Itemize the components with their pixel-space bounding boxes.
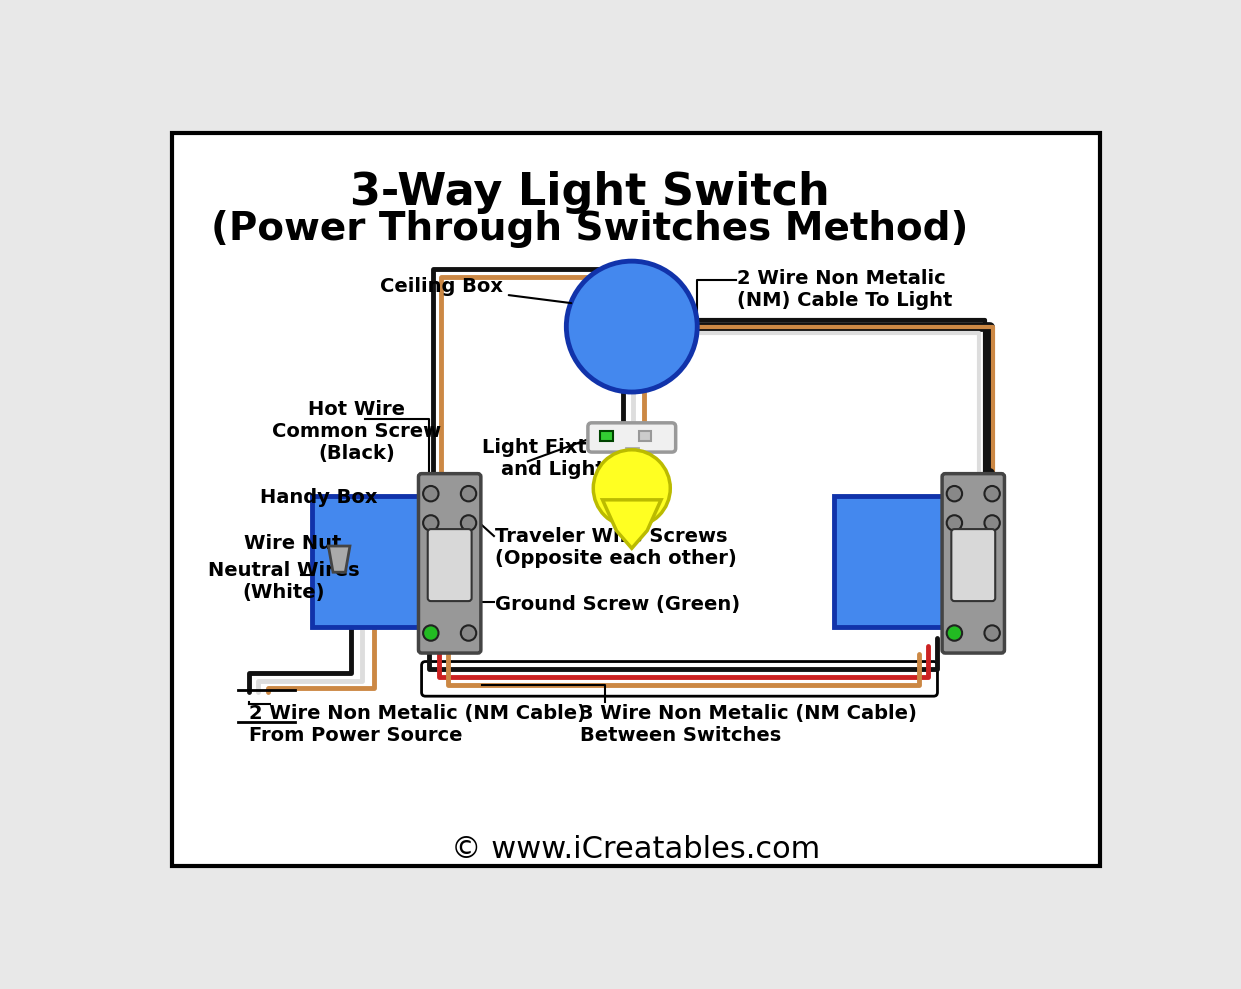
FancyBboxPatch shape	[172, 133, 1100, 866]
Text: Wire Nut: Wire Nut	[244, 534, 341, 554]
Text: Ceiling Box: Ceiling Box	[380, 277, 571, 303]
Circle shape	[984, 486, 1000, 501]
Circle shape	[566, 261, 697, 392]
Circle shape	[984, 515, 1000, 531]
FancyBboxPatch shape	[418, 474, 480, 653]
Circle shape	[423, 625, 438, 641]
Text: (Power Through Switches Method): (Power Through Switches Method)	[211, 210, 968, 247]
Text: 3 Wire Non Metalic (NM Cable)
Between Switches: 3 Wire Non Metalic (NM Cable) Between Sw…	[581, 704, 917, 745]
FancyBboxPatch shape	[942, 474, 1004, 653]
Circle shape	[947, 515, 962, 531]
Text: Neutral Wires
(White): Neutral Wires (White)	[208, 562, 360, 602]
Circle shape	[460, 486, 477, 501]
Text: Handy Box: Handy Box	[259, 489, 377, 507]
Circle shape	[423, 515, 438, 531]
Polygon shape	[329, 546, 350, 573]
FancyBboxPatch shape	[601, 430, 613, 441]
Text: © www.iCreatables.com: © www.iCreatables.com	[450, 835, 820, 863]
Text: Traveler Wire Screws
(Opposite each other): Traveler Wire Screws (Opposite each othe…	[495, 527, 737, 568]
FancyBboxPatch shape	[952, 529, 995, 601]
FancyBboxPatch shape	[428, 529, 472, 601]
Text: 2 Wire Non Metalic (NM Cable)
From Power Source: 2 Wire Non Metalic (NM Cable) From Power…	[249, 704, 586, 745]
Circle shape	[947, 486, 962, 501]
FancyBboxPatch shape	[313, 495, 419, 627]
Text: Hot Wire
Common Screw
(Black): Hot Wire Common Screw (Black)	[272, 400, 442, 463]
FancyBboxPatch shape	[588, 423, 675, 452]
Polygon shape	[603, 499, 661, 548]
Circle shape	[593, 450, 670, 527]
Circle shape	[460, 625, 477, 641]
Circle shape	[947, 625, 962, 641]
Text: Light Fixture
and Light: Light Fixture and Light	[482, 438, 623, 480]
Circle shape	[984, 625, 1000, 641]
FancyBboxPatch shape	[834, 495, 943, 627]
Text: Ground Screw (Green): Ground Screw (Green)	[495, 594, 741, 613]
Circle shape	[460, 515, 477, 531]
FancyBboxPatch shape	[625, 448, 638, 475]
Text: 3-Way Light Switch: 3-Way Light Switch	[350, 171, 829, 214]
Circle shape	[423, 486, 438, 501]
FancyBboxPatch shape	[639, 430, 652, 441]
Text: 2 Wire Non Metalic
(NM) Cable To Light: 2 Wire Non Metalic (NM) Cable To Light	[737, 269, 953, 310]
